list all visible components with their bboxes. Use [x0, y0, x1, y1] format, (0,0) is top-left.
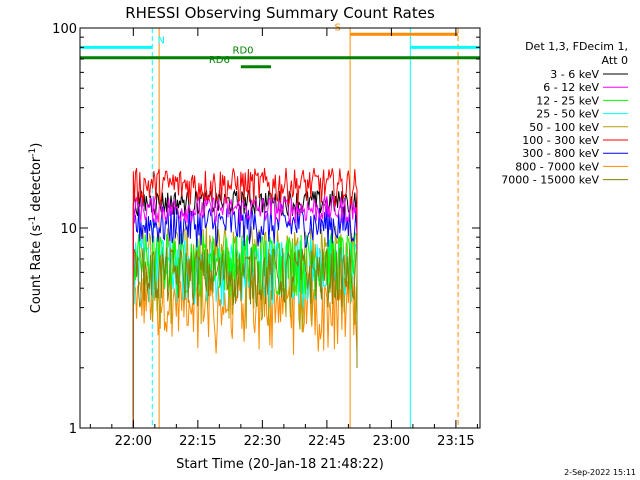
y-axis-label-sup1: -1 [28, 216, 38, 225]
y-axis-label-mid: detector [29, 156, 44, 216]
flag-label-n: N [158, 35, 165, 46]
legend-item-label-0: 3 - 6 keV [550, 68, 599, 81]
legend-item-label-4: 50 - 100 keV [529, 121, 599, 134]
legend-item-label-5: 100 - 300 keV [522, 134, 599, 147]
x-tick-label-4: 23:00 [373, 434, 410, 449]
chart-title: RHESSI Observing Summary Count Rates [125, 4, 435, 22]
y-axis-label: Count Rate (s-1 detector-1) [28, 143, 44, 314]
y-tick-label-2: 100 [52, 22, 77, 37]
x-tick-label-1: 22:15 [179, 434, 216, 449]
legend-item-label-2: 12 - 25 keV [536, 94, 599, 107]
series-line-5 [132, 167, 358, 428]
legend-item-label-7: 800 - 7000 keV [515, 160, 599, 173]
footer-date: 2-Sep-2022 15:11 [564, 468, 636, 477]
x-tick-label-2: 22:30 [244, 434, 281, 449]
legend-header-line-1: Det 1,3, FDecim 1, [525, 40, 628, 53]
y-tick-label-1: 10 [60, 222, 77, 237]
x-axis: 22:00 22:15 22:30 22:45 23:00 23:15 [89, 28, 478, 449]
x-tick-label-0: 22:00 [115, 434, 152, 449]
y-tick-label-0: 1 [69, 422, 77, 437]
x-axis-label: Start Time (20-Jan-18 21:48:22) [176, 457, 384, 472]
plot-frame [79, 27, 481, 429]
x-tick-label-5: 23:15 [437, 434, 474, 449]
flag-label-rd6: RD6 [209, 55, 230, 66]
legend-header-line-2: Att 0 [602, 54, 628, 67]
series-line-1 [132, 195, 358, 428]
y-axis: 1 10 100 [52, 22, 480, 437]
x-tick-label-3: 22:45 [308, 434, 345, 449]
series-line-7 [132, 271, 358, 428]
y-axis-label-suffix: ) [29, 143, 44, 148]
legend-item-label-3: 25 - 50 keV [536, 108, 599, 121]
series-line-6 [132, 203, 358, 428]
y-axis-label-prefix: Count Rate (s [29, 225, 44, 314]
legend-item-label-1: 6 - 12 keV [543, 81, 599, 94]
legend-item-label-6: 300 - 800 keV [522, 147, 599, 160]
series-line-8 [132, 246, 358, 428]
flag-label-rd0: RD0 [233, 46, 254, 57]
legend-item-label-8: 7000 - 15000 keV [501, 174, 599, 187]
y-axis-label-sup2: -1 [28, 148, 38, 157]
